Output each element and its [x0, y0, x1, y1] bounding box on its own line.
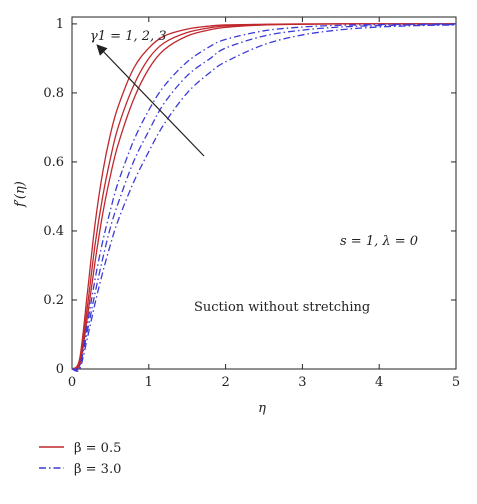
series-line-beta-3-0-gamma-3	[71, 24, 457, 372]
annotation-arrow	[96, 44, 205, 157]
legend-label: β = 3.0	[74, 462, 121, 477]
x-tick-label: 2	[221, 375, 229, 390]
legend-label: β = 0.5	[74, 441, 121, 456]
legend: β = 0.5 β = 3.0	[39, 441, 121, 477]
x-tick-label: 4	[375, 375, 383, 390]
annotation-params: s = 1, λ = 0	[340, 234, 418, 249]
x-tick-label: 0	[68, 375, 76, 390]
series-line-beta-3-0-gamma-1	[71, 23, 457, 371]
annotation-caption: Suction without stretching	[194, 300, 370, 315]
x-tick-label: 1	[145, 375, 153, 390]
y-tick-label: 0.2	[43, 293, 64, 308]
series-group	[71, 23, 457, 372]
y-tick-label: 1	[56, 17, 64, 32]
x-tick-label: 3	[298, 375, 306, 390]
series-line-beta-0-5-gamma-1	[71, 23, 456, 370]
axis-ticks: 0 1 2 3 4 5 0 0.2 0.4 0.6 0.8 1	[43, 17, 460, 390]
annotation-arrow-label: γ1 = 1, 2, 3	[90, 29, 167, 44]
x-axis-label: η	[258, 401, 266, 416]
y-tick-label: 0.6	[43, 155, 64, 170]
series-line-beta-3-0-gamma-2	[71, 23, 457, 371]
y-axis-label: f′(η)	[13, 181, 28, 208]
series-line-beta-0-5-gamma-3	[71, 23, 456, 371]
x-tick-label: 5	[452, 375, 460, 390]
plot-frame	[71, 16, 457, 370]
y-tick-label: 0	[56, 362, 64, 377]
y-tick-label: 0.8	[43, 86, 64, 101]
y-tick-label: 0.4	[43, 224, 64, 239]
